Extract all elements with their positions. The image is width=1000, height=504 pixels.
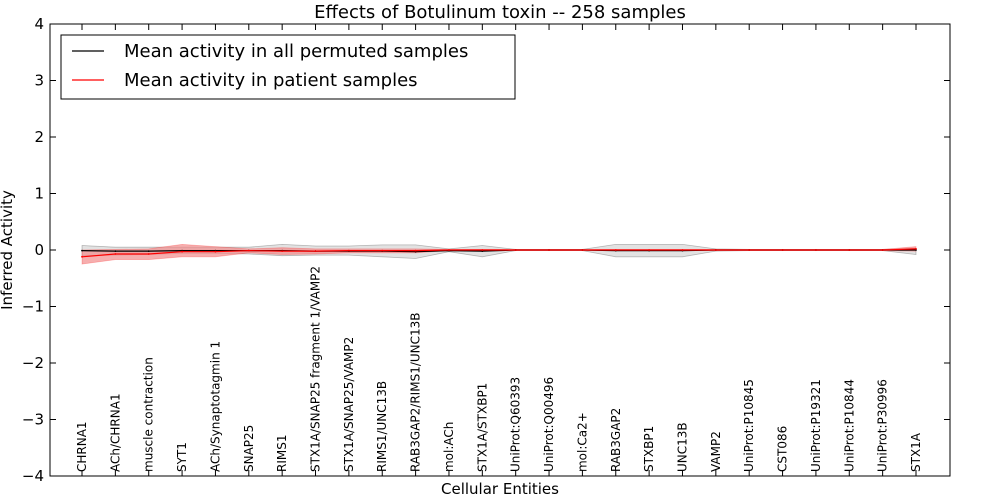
x-tick-label: CHRNA1: [75, 421, 89, 472]
data-point: [815, 249, 817, 251]
legend-label: Mean activity in patient samples: [124, 70, 418, 91]
data-point: [581, 249, 584, 251]
x-tick-label: VAMP2: [709, 431, 723, 472]
data-point: [915, 248, 917, 250]
legend-label: Mean activity in all permuted samples: [124, 41, 468, 62]
data-point: [314, 250, 317, 253]
x-tick-label: RIMS1: [275, 435, 289, 472]
x-tick-label: mol:Ca2+: [575, 412, 589, 472]
legend: Mean activity in all permuted samples Mea…: [60, 34, 516, 100]
data-point: [781, 249, 784, 251]
x-tick-label: RAB3GAP2/RIMS1/UNC13B: [409, 312, 423, 472]
data-point: [748, 249, 751, 251]
x-tick-label: UniProt:P10845: [742, 379, 756, 472]
data-point: [381, 249, 384, 252]
data-point: [681, 249, 684, 251]
data-point: [714, 249, 717, 251]
data-point: [848, 249, 851, 251]
x-tick-label: UNC13B: [675, 422, 689, 472]
data-point: [548, 249, 550, 251]
y-tick-label: −2: [22, 354, 44, 372]
data-point: [81, 249, 83, 252]
x-tick-label: STX1A/STXBP1: [475, 383, 489, 472]
data-point: [247, 249, 250, 252]
x-tick-label: RAB3GAP2: [609, 408, 623, 472]
plot-frame: [49, 23, 951, 477]
x-tick-label: STX1A/SNAP25/VAMP2: [342, 337, 356, 472]
data-point: [448, 249, 450, 251]
data-point: [414, 249, 417, 252]
x-tick-label: ACh/CHRNA1: [108, 393, 122, 472]
data-point: [181, 250, 184, 253]
data-point: [881, 249, 884, 251]
y-tick-label: 4: [34, 15, 44, 33]
x-tick-label: UniProt:P19321: [809, 379, 823, 472]
x-tick-label: STX1A: [909, 432, 923, 472]
data-point: [147, 253, 150, 255]
x-axis-label: Cellular Entities: [441, 480, 559, 498]
data-point: [481, 249, 484, 251]
x-tick-label: SYT1: [175, 442, 189, 472]
y-tick-label: −4: [22, 467, 44, 485]
x-tick-label: SNAP25: [242, 425, 256, 472]
x-tick-label: ACh/Synaptotagmin 1: [208, 341, 222, 472]
data-point: [214, 250, 217, 253]
data-point: [648, 249, 650, 251]
data-point: [348, 249, 350, 252]
data-point: [114, 250, 117, 253]
data-point: [114, 253, 117, 255]
x-tick-label: RIMS1/UNC13B: [375, 381, 389, 472]
y-tick-label: 1: [34, 185, 44, 203]
y-tick-label: −3: [22, 411, 44, 429]
x-tick-label: UniProt:P30996: [876, 379, 890, 472]
data-point: [614, 249, 617, 251]
data-point: [81, 255, 83, 258]
plot-area: −4 −3 −2 −1 0 1 2 3 4 CHRNA1 ACh/CHRNA1 muscle cont…: [22, 15, 950, 485]
y-tick-label: −1: [22, 298, 44, 316]
data-point: [514, 249, 517, 251]
y-tick-label: 2: [34, 128, 44, 146]
x-tick-label: muscle contraction: [142, 357, 156, 472]
chart-title: Effects of Botulinum toxin -- 258 sample…: [314, 2, 686, 23]
x-tick-label: CST086: [776, 426, 790, 472]
x-tick-label: UniProt:P10844: [842, 379, 856, 472]
confidence-band-patient: [81, 243, 917, 265]
confidence-band-permuted: [81, 243, 917, 259]
y-tick-label: 3: [34, 72, 44, 90]
x-tick-label: STX1A/SNAP25 fragment 1/VAMP2: [309, 266, 323, 472]
data-point: [281, 250, 284, 253]
x-tick-label: UniProt:Q60393: [509, 377, 523, 472]
y-tick-label: 0: [34, 241, 44, 259]
data-point: [147, 250, 150, 253]
x-tick-label: STXBP1: [642, 426, 656, 472]
legend-box: [60, 34, 516, 100]
x-tick-label: UniProt:Q00496: [542, 377, 556, 472]
y-axis-label: Inferred Activity: [0, 190, 16, 310]
series-line-patient: [81, 248, 917, 258]
x-tick-label: mol:ACh: [442, 422, 456, 472]
